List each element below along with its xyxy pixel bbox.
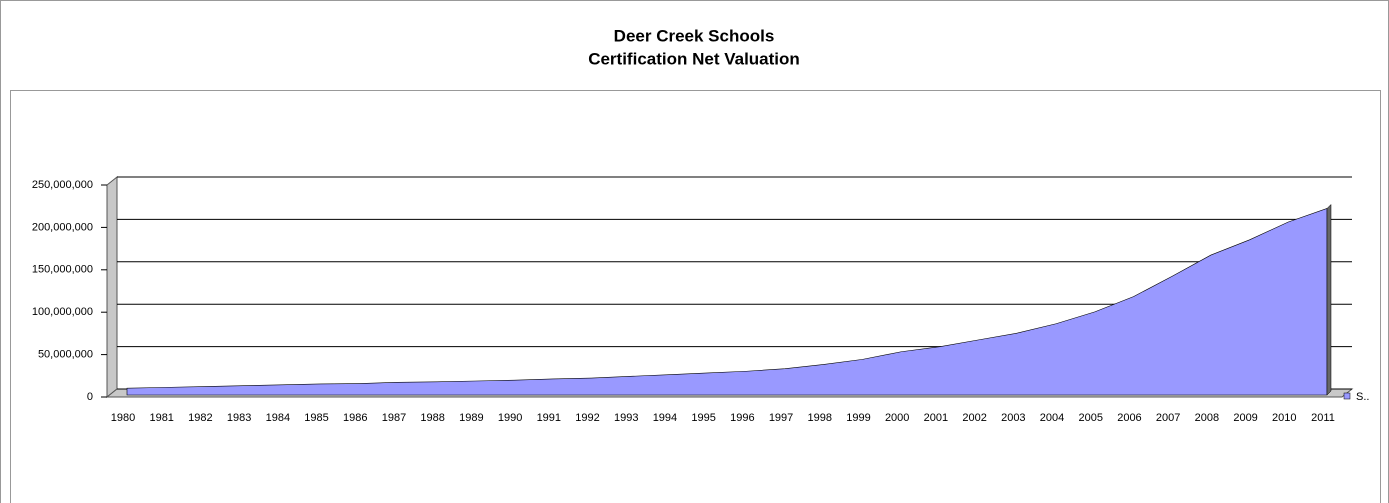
y-tick-label: 250,000,000 [32,179,93,191]
x-tick-label: 1990 [498,412,522,424]
x-tick-label: 1995 [691,412,715,424]
chart-subtitle: Certification Net Valuation [588,49,800,68]
x-tick-label: 1989 [459,412,483,424]
x-tick-label: 1998 [808,412,832,424]
x-tick-label: 2004 [1040,412,1064,424]
x-tick-label: 2000 [885,412,909,424]
x-tick-label: 1983 [227,412,251,424]
legend-label: S.. [1356,391,1369,403]
x-tick-label: 1988 [420,412,444,424]
x-tick-label: 1994 [653,412,677,424]
x-tick-label: 2007 [1156,412,1180,424]
x-tick-label: 2002 [962,412,986,424]
x-tick-label: 1982 [188,412,212,424]
area-side [1326,203,1332,396]
x-tick-label: 1984 [266,412,290,424]
y-tick-label: 100,000,000 [32,306,93,318]
x-tick-label: 2001 [924,412,948,424]
x-tick-label: 1987 [382,412,406,424]
x-tick-label: 1996 [730,412,754,424]
x-tick-label: 1980 [111,412,135,424]
x-tick-label: 1999 [846,412,870,424]
x-tick-label: 2011 [1311,412,1335,424]
x-tick-label: 1997 [769,412,793,424]
x-tick-label: 2003 [1001,412,1025,424]
y-tick-label: 200,000,000 [32,221,93,233]
y-tick-label: 150,000,000 [32,264,93,276]
x-tick-label: 2008 [1195,412,1219,424]
legend-swatch [1343,392,1351,400]
y-tick-label: 0 [87,391,93,403]
chart-title: Deer Creek Schools [614,26,775,45]
x-tick-label: 1981 [149,412,173,424]
x-tick-label: 1992 [575,412,599,424]
x-tick-label: 1991 [537,412,561,424]
y-tick-label: 50,000,000 [38,349,93,361]
x-tick-label: 2009 [1233,412,1257,424]
x-tick-label: 1993 [614,412,638,424]
x-tick-label: 1986 [343,412,367,424]
area [126,208,1328,396]
x-tick-label: 1985 [304,412,328,424]
x-tick-label: 2006 [1117,412,1141,424]
x-tick-label: 2010 [1272,412,1296,424]
x-tick-label: 2005 [1078,412,1102,424]
side-wall [106,175,118,399]
